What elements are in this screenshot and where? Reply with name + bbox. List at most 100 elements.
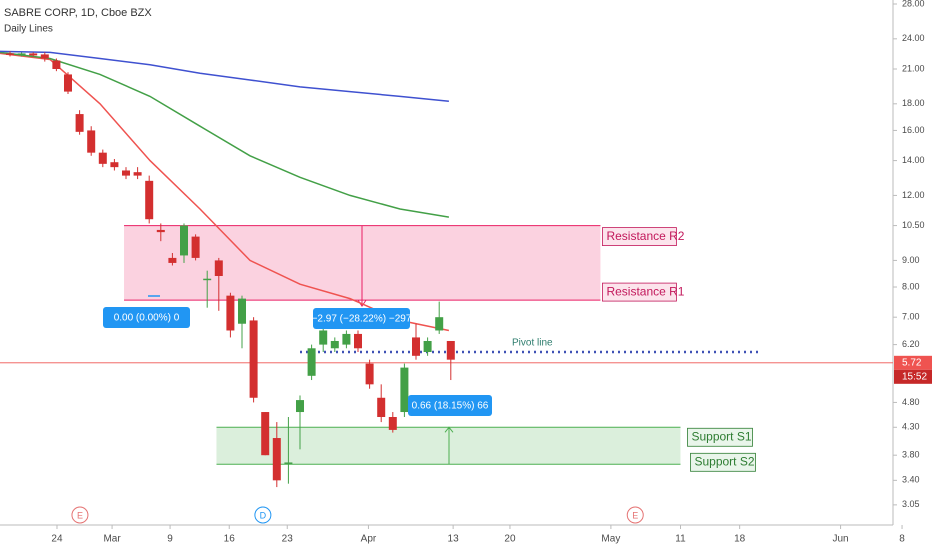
x-tick-label: 23 <box>282 534 294 545</box>
candle-body <box>145 180 154 220</box>
candle-body <box>40 54 49 59</box>
candle-body <box>400 367 409 413</box>
y-tick-label: 3.40 <box>902 475 920 485</box>
x-tick-label: 20 <box>504 534 516 545</box>
measure-label: −2.97 (−28.22%) −297 <box>312 314 412 325</box>
candle-body <box>238 298 247 324</box>
y-tick-label: 21.00 <box>902 63 925 73</box>
countdown-box <box>894 369 932 384</box>
candle-body <box>446 340 455 360</box>
candle-body <box>423 340 432 353</box>
event-marker <box>626 506 644 524</box>
y-tick-label: 6.20 <box>902 339 920 349</box>
measure-label: 0.66 (18.15%) 66 <box>412 401 489 412</box>
y-tick-label: 7.00 <box>902 312 920 322</box>
candle-body <box>110 162 119 168</box>
candle-body <box>203 278 212 281</box>
event-marker <box>71 506 89 524</box>
y-tick-label: 3.05 <box>902 499 920 509</box>
x-tick-label: 13 <box>448 534 460 545</box>
y-tick-label: 10.50 <box>902 220 925 230</box>
indicator-name: Daily Lines <box>4 24 53 35</box>
candle-body <box>307 348 316 376</box>
candle-body <box>214 260 223 276</box>
x-tick-label: 9 <box>167 534 173 545</box>
candle-body <box>156 229 165 233</box>
y-tick-label: 28.00 <box>902 0 925 8</box>
candle-body <box>388 417 397 430</box>
last-price-label: 5.72 <box>902 357 922 368</box>
x-tick-label: 24 <box>51 534 63 545</box>
x-tick-label: Apr <box>361 534 377 545</box>
last-price-box <box>894 355 932 370</box>
zone-label: Support S2 <box>694 454 754 468</box>
zone <box>216 427 681 465</box>
y-tick-label: 16.00 <box>902 125 925 135</box>
measure-label: 0.00 (0.00%) 0 <box>114 313 180 324</box>
candle-body <box>133 172 142 176</box>
measure-box <box>103 307 190 328</box>
candle-body <box>261 412 270 456</box>
candle-body <box>319 330 328 345</box>
candle-body <box>122 170 131 176</box>
arrow-head <box>444 426 454 433</box>
candle-body <box>412 337 421 356</box>
y-tick-label: 18.00 <box>902 98 925 108</box>
candle-body <box>98 152 107 164</box>
x-tick-label: 11 <box>675 534 686 545</box>
candle-body <box>63 74 72 92</box>
candle-body <box>191 236 200 258</box>
candle-body <box>284 462 293 464</box>
candle-body <box>342 333 351 345</box>
zone-label: Support S1 <box>691 429 751 443</box>
measure-box <box>408 395 492 416</box>
y-tick-label: 4.80 <box>902 397 920 407</box>
moving-average <box>0 51 450 218</box>
candle-body <box>29 53 38 56</box>
y-tick-label: 4.30 <box>902 422 920 432</box>
candle-body <box>180 225 189 256</box>
zone-label: Resistance R1 <box>606 284 684 298</box>
event-label: E <box>77 510 83 520</box>
event-label: D <box>260 510 267 520</box>
candle-body <box>377 397 386 418</box>
y-tick-label: 3.80 <box>902 450 920 460</box>
x-tick-label: Mar <box>103 534 121 545</box>
x-tick-label: May <box>601 534 620 545</box>
candle-body <box>435 317 444 331</box>
zone-label-box <box>602 227 677 246</box>
zone-label: Resistance R2 <box>606 229 684 243</box>
candle-body <box>5 53 14 55</box>
candle-body <box>52 60 61 69</box>
candle-body <box>249 320 258 398</box>
candle-body <box>226 295 235 331</box>
pivot-label: Pivot line <box>512 338 553 349</box>
zone-label-box <box>690 452 756 472</box>
countdown-label: 15:52 <box>902 371 927 382</box>
y-tick-label: 14.00 <box>902 155 925 165</box>
x-tick-label: Jun <box>833 534 849 545</box>
measure-box <box>313 308 410 329</box>
y-tick-label: 24.00 <box>902 33 925 43</box>
event-marker <box>254 506 272 524</box>
candle-body <box>17 53 26 55</box>
candle-body <box>87 130 96 153</box>
chart-title: SABRE CORP, 1D, Cboe BZX <box>4 7 152 19</box>
event-label: E <box>632 510 638 520</box>
y-tick-label: 9.00 <box>902 255 920 265</box>
candle-body <box>365 363 374 385</box>
candle-body <box>75 114 84 132</box>
candle-body <box>168 257 177 263</box>
x-tick-label: 16 <box>224 534 236 545</box>
moving-average <box>0 50 449 103</box>
candle-body <box>272 438 281 481</box>
y-tick-label: 8.00 <box>902 281 920 291</box>
x-tick-label: 8 <box>899 534 905 545</box>
y-tick-label: 12.00 <box>902 190 925 200</box>
candle-body <box>296 400 305 413</box>
candle-body <box>354 333 363 349</box>
zone-label-box <box>687 427 753 447</box>
candle-body <box>330 340 339 349</box>
